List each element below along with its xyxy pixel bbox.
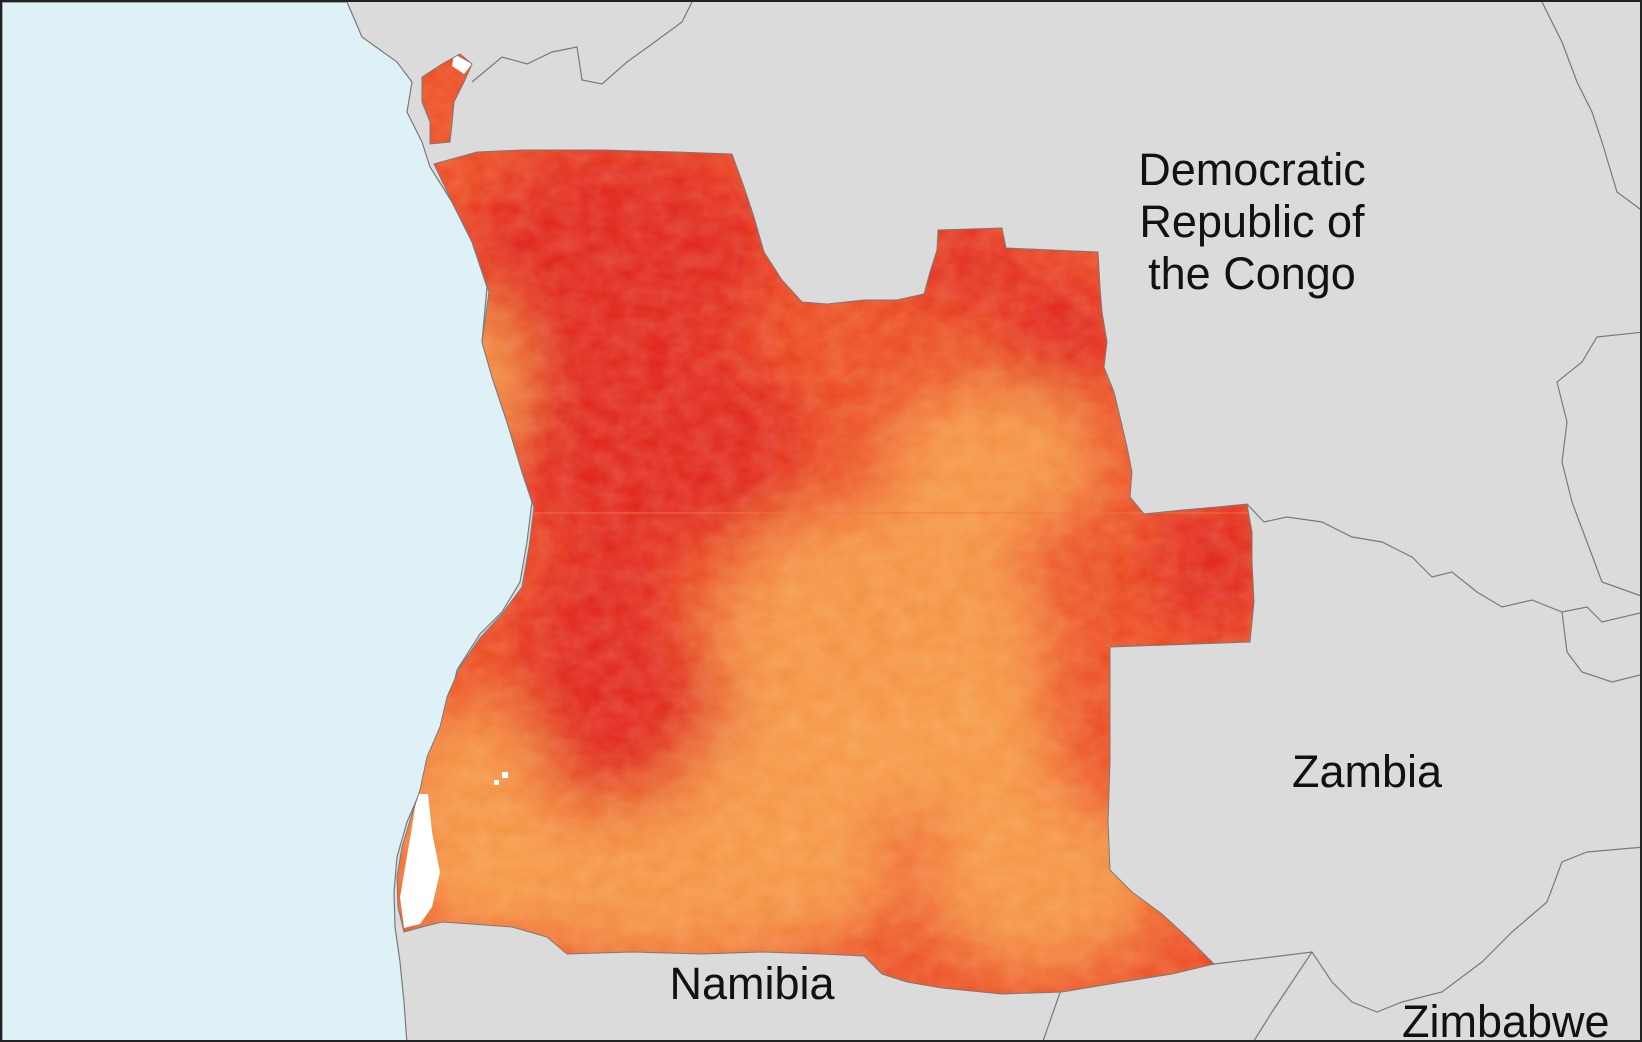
country-label-zambia: Zambia: [1291, 746, 1443, 797]
border-line: [1213, 846, 1640, 1013]
country-label-namibia: Namibia: [669, 958, 835, 1009]
border-line: [1556, 331, 1640, 597]
no-data-speck: [494, 780, 499, 785]
no-data-speck: [502, 772, 508, 778]
no-data-pixels: [400, 54, 508, 928]
atlantic-ocean: [2, 2, 533, 1040]
no-data-coast: [400, 794, 440, 928]
no-data-cabinda: [452, 54, 472, 74]
border-line: [1541, 2, 1640, 210]
country-label-zimbabwe: Zimbabwe: [1402, 996, 1610, 1042]
country-label-drc: Democratic Republic of the Congo: [1138, 144, 1366, 299]
border-line: [1561, 611, 1640, 683]
angola-outline: [396, 53, 1255, 995]
border-line: [1246, 503, 1640, 623]
country-borders: [471, 2, 1640, 1040]
border-line: [1253, 951, 1313, 1040]
border-line: [471, 2, 693, 85]
